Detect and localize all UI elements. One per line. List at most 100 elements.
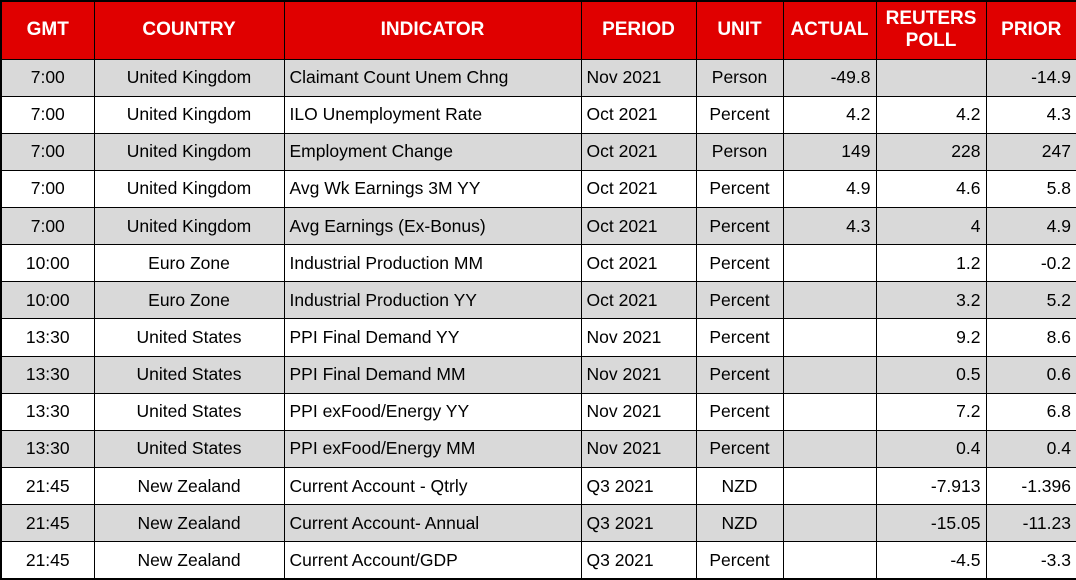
cell-country: United States [93, 429, 285, 469]
cell-unit: Percent [695, 355, 784, 394]
cell-period: Oct 2021 [580, 132, 697, 171]
cell-country: United Kingdom [93, 132, 285, 171]
cell-indicator: Employment Change [283, 132, 582, 171]
cell-poll: 3.2 [875, 281, 987, 320]
cell-indicator: Current Account/GDP [283, 541, 582, 580]
table-row: 7:00 United Kingdom ILO Unemployment Rate O… [0, 95, 1076, 134]
cell-poll: 228 [875, 132, 987, 171]
cell-prior: -11.23 [985, 504, 1076, 543]
cell-gmt: 21:45 [0, 541, 95, 580]
cell-country: United States [93, 355, 285, 394]
cell-poll: 4.2 [875, 95, 987, 134]
table-row: 13:30 United States PPI exFood/Energy YY No… [0, 392, 1076, 431]
cell-gmt: 13:30 [0, 318, 95, 357]
cell-gmt: 7:00 [0, 132, 95, 171]
cell-poll: 4.6 [875, 169, 987, 209]
cell-gmt: 13:30 [0, 429, 95, 469]
table-row: 13:30 United States PPI Final Demand MM Nov… [0, 355, 1076, 394]
cell-poll: 4 [875, 207, 987, 246]
cell-unit: Percent [695, 95, 784, 134]
cell-unit: NZD [695, 504, 784, 543]
cell-poll: 7.2 [875, 392, 987, 431]
cell-poll [875, 58, 987, 97]
cell-indicator: PPI exFood/Energy YY [283, 392, 582, 431]
table-row: 13:30 United States PPI Final Demand YY Nov… [0, 318, 1076, 357]
cell-actual: 4.2 [782, 95, 877, 134]
cell-indicator: PPI Final Demand MM [283, 355, 582, 394]
cell-actual: 4.3 [782, 207, 877, 246]
table-row: 13:30 United States PPI exFood/Energy MM No… [0, 429, 1076, 469]
cell-period: Oct 2021 [580, 244, 697, 283]
cell-prior: 0.6 [985, 355, 1076, 394]
cell-unit: Percent [695, 207, 784, 246]
cell-unit: Percent [695, 244, 784, 283]
cell-unit: Percent [695, 169, 784, 209]
cell-gmt: 7:00 [0, 95, 95, 134]
cell-actual: 4.9 [782, 169, 877, 209]
cell-period: Nov 2021 [580, 392, 697, 431]
cell-period: Oct 2021 [580, 281, 697, 320]
cell-unit: Person [695, 58, 784, 97]
table-row: 7:00 United Kingdom Claimant Count Unem Ch… [0, 58, 1076, 97]
cell-country: New Zealand [93, 504, 285, 543]
cell-period: Q3 2021 [580, 504, 697, 543]
column-header-indicator: INDICATOR [283, 0, 582, 60]
cell-period: Nov 2021 [580, 58, 697, 97]
cell-indicator: Avg Wk Earnings 3M YY [283, 169, 582, 209]
cell-indicator: PPI exFood/Energy MM [283, 429, 582, 469]
table-row: 21:45 New Zealand Current Account - Qtrly Q… [0, 467, 1076, 506]
cell-gmt: 10:00 [0, 281, 95, 320]
cell-actual [782, 541, 877, 580]
cell-poll: 0.5 [875, 355, 987, 394]
table-row: 10:00 Euro Zone Industrial Production MM Oc… [0, 244, 1076, 283]
table-row: 7:00 United Kingdom Avg Wk Earnings 3M YY O… [0, 169, 1076, 209]
cell-poll: -15.05 [875, 504, 987, 543]
cell-gmt: 13:30 [0, 392, 95, 431]
cell-poll: -4.5 [875, 541, 987, 580]
cell-country: United Kingdom [93, 207, 285, 246]
cell-unit: Percent [695, 541, 784, 580]
cell-indicator: ILO Unemployment Rate [283, 95, 582, 134]
cell-actual: -49.8 [782, 58, 877, 97]
cell-prior: 5.2 [985, 281, 1076, 320]
cell-prior: 8.6 [985, 318, 1076, 357]
column-header-country: COUNTRY [93, 0, 285, 60]
cell-unit: NZD [695, 467, 784, 506]
cell-country: New Zealand [93, 541, 285, 580]
cell-period: Nov 2021 [580, 318, 697, 357]
cell-gmt: 10:00 [0, 244, 95, 283]
cell-actual [782, 355, 877, 394]
cell-period: Oct 2021 [580, 169, 697, 209]
cell-indicator: Claimant Count Unem Chng [283, 58, 582, 97]
cell-prior: 5.8 [985, 169, 1076, 209]
cell-period: Oct 2021 [580, 207, 697, 246]
cell-prior: -3.3 [985, 541, 1076, 580]
cell-gmt: 21:45 [0, 467, 95, 506]
cell-country: United Kingdom [93, 58, 285, 97]
cell-period: Nov 2021 [580, 355, 697, 394]
cell-actual [782, 244, 877, 283]
cell-actual [782, 281, 877, 320]
cell-prior: 0.4 [985, 429, 1076, 469]
cell-country: United States [93, 392, 285, 431]
cell-prior: -14.9 [985, 58, 1076, 97]
cell-unit: Percent [695, 281, 784, 320]
cell-unit: Percent [695, 429, 784, 469]
cell-poll: 9.2 [875, 318, 987, 357]
cell-actual: 149 [782, 132, 877, 171]
column-header-poll: REUTERS POLL [875, 0, 987, 60]
cell-prior: -1.396 [985, 467, 1076, 506]
table-row: 7:00 United Kingdom Employment Change Oct 2… [0, 132, 1076, 171]
cell-prior: 247 [985, 132, 1076, 171]
cell-period: Oct 2021 [580, 95, 697, 134]
column-header-unit: UNIT [695, 0, 784, 60]
cell-poll: 0.4 [875, 429, 987, 469]
cell-actual [782, 467, 877, 506]
cell-period: Q3 2021 [580, 541, 697, 580]
cell-unit: Percent [695, 318, 784, 357]
cell-period: Q3 2021 [580, 467, 697, 506]
cell-country: Euro Zone [93, 244, 285, 283]
header-row: GMT COUNTRY INDICATOR PERIOD UNIT ACTUAL REUTE… [0, 0, 1076, 60]
